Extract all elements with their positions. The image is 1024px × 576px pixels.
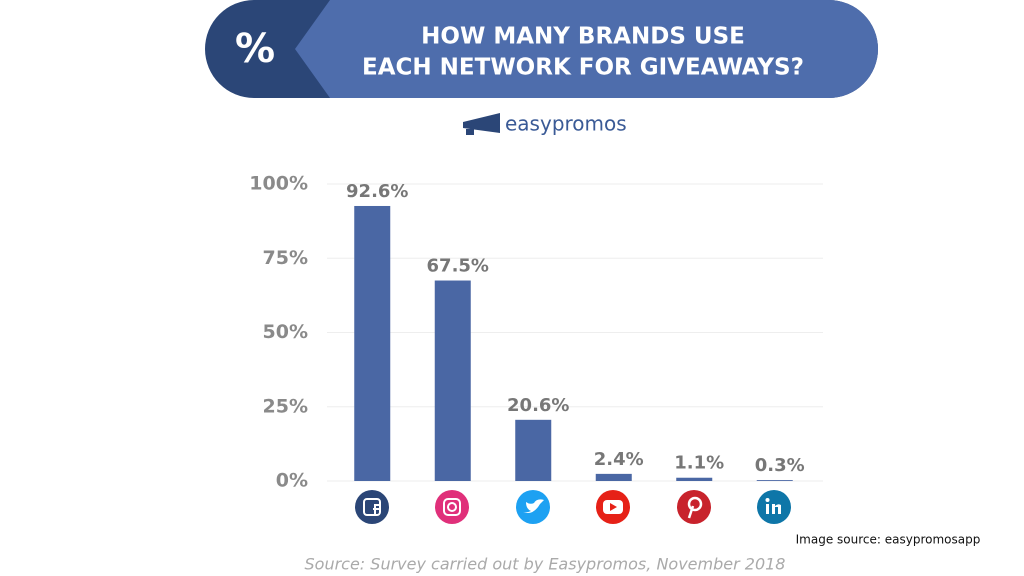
bar [434, 280, 471, 481]
y-tick-label: 0% [276, 470, 308, 492]
value-label: 20.6% [507, 395, 569, 416]
bar [515, 419, 552, 481]
value-label: 0.3% [755, 455, 805, 476]
value-label: 2.4% [594, 449, 644, 470]
y-tick-label: 75% [263, 247, 308, 269]
value-label: 92.6% [346, 181, 408, 202]
logo-icon [463, 113, 500, 135]
bar [354, 205, 391, 481]
y-tick-label: 25% [263, 395, 308, 417]
source-note: Source: Survey carried out by Easypromos… [305, 555, 786, 574]
bar [676, 477, 713, 481]
value-label: 67.5% [427, 256, 489, 277]
icon-linkedin [757, 490, 791, 524]
chart-title: HOW MANY BRANDS USE [421, 24, 745, 50]
icon-facebook [355, 490, 389, 524]
icon-pinterest [677, 490, 711, 524]
bar [756, 480, 793, 481]
chart-title: EACH NETWORK FOR GIVEAWAYS? [362, 55, 804, 81]
bar [595, 473, 632, 481]
badge-text: % [235, 26, 275, 72]
icon-instagram [435, 490, 469, 524]
icon-twitter [516, 490, 550, 524]
y-tick-label: 50% [263, 321, 308, 343]
icon-youtube [596, 490, 630, 524]
value-label: 1.1% [674, 453, 724, 474]
image-source: Image source: easypromosapp [796, 533, 981, 547]
logo-text: easypromos [505, 112, 627, 136]
y-tick-label: 100% [249, 173, 308, 195]
header-banner [295, 0, 878, 98]
